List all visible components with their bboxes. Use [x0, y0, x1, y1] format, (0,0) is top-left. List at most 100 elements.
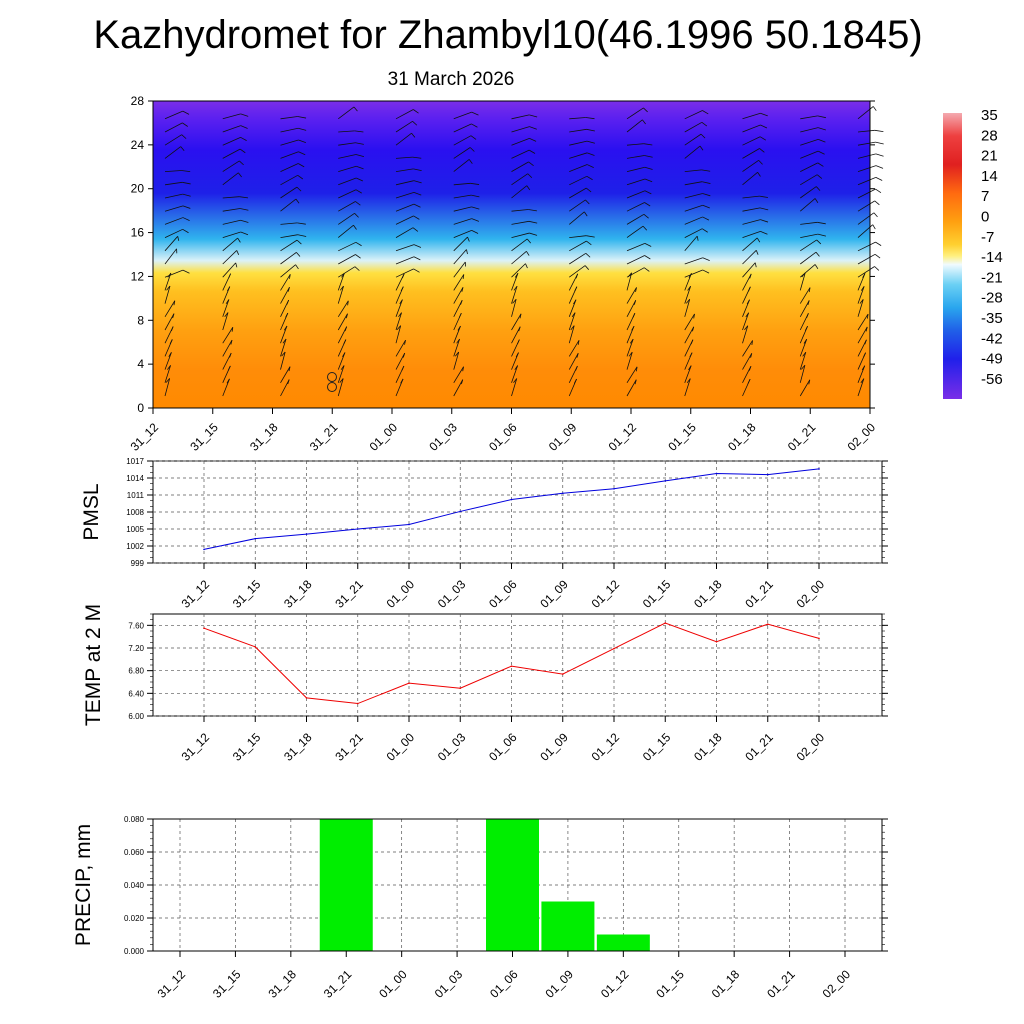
wind-barb — [337, 352, 346, 370]
figure-subtitle: 31 March 2026 — [388, 69, 515, 90]
pmsl-y-label: PMSL — [80, 483, 103, 540]
wind-barb-feather — [413, 268, 420, 273]
pmsl-point — [561, 492, 564, 495]
wind-barb-feather — [644, 178, 653, 183]
wind-barb-feather — [343, 339, 347, 345]
wind-barb — [395, 180, 414, 186]
wind-barb — [453, 236, 468, 252]
wind-barb — [568, 325, 575, 344]
wind-barb — [280, 366, 291, 384]
pmsl-point — [408, 523, 410, 526]
wind-barb — [453, 182, 471, 186]
wind-barb-feather — [404, 340, 406, 345]
x-tick-label: 01_21 — [742, 577, 776, 611]
wind-barb-feather — [643, 143, 653, 146]
wind-barb — [626, 143, 644, 146]
temp-point — [613, 647, 615, 650]
wind-barb-feather — [632, 313, 636, 318]
wind-barb-feather — [518, 326, 521, 332]
y-tick-label: 0 — [137, 401, 144, 415]
y-tick-label: 1008 — [126, 508, 144, 517]
wind-barb — [222, 231, 241, 238]
precip-bar — [486, 819, 539, 951]
wind-barb — [280, 234, 298, 238]
y-tick-label: 7.60 — [128, 621, 144, 630]
wind-barb-feather — [295, 198, 300, 204]
wind-barb-feather — [239, 148, 246, 154]
x-tick-label: 01_06 — [486, 577, 520, 611]
wind-barb — [164, 365, 171, 383]
x-tick-label: 31_18 — [281, 577, 315, 611]
x-tick-label: 01_21 — [742, 730, 776, 764]
wind-barb-feather — [817, 150, 825, 155]
wind-barb — [684, 110, 703, 120]
wind-barb — [626, 287, 637, 304]
wind-barb-feather — [413, 256, 421, 261]
wind-barb — [626, 272, 633, 291]
wind-barb-feather — [571, 312, 576, 318]
wind-barb — [742, 219, 761, 225]
wind-barb-feather — [802, 351, 807, 357]
wind-barb-feather — [692, 326, 695, 332]
wind-barb — [569, 175, 588, 186]
temp-frame — [152, 613, 883, 717]
wind-barb — [164, 300, 176, 318]
colorbar-label: 7 — [981, 188, 989, 205]
wind-barb-feather — [177, 236, 180, 241]
wind-barb — [626, 300, 637, 317]
wind-barb — [453, 249, 467, 265]
wind-barb-feather — [458, 312, 462, 318]
pmsl-point — [766, 473, 769, 476]
wind-barb-feather — [755, 250, 759, 255]
wind-barb-feather — [746, 299, 750, 305]
wind-barb-feather — [457, 325, 461, 331]
wind-barb — [568, 312, 576, 331]
wind-barb-feather — [633, 300, 637, 305]
wind-barb-feather — [456, 338, 460, 344]
wind-barb-feather — [586, 128, 595, 132]
wind-barb — [742, 207, 761, 212]
wind-barb-feather — [515, 352, 519, 358]
wind-barb-feather — [182, 217, 190, 221]
wind-barb-feather — [282, 338, 287, 344]
wind-barb-feather — [806, 313, 809, 318]
wind-barb — [280, 239, 298, 252]
wind-barb — [395, 299, 403, 317]
y-tick-label: 24 — [131, 138, 145, 152]
wind-barb-feather — [872, 224, 876, 230]
calm-wind-marker — [327, 372, 337, 382]
wind-barb — [742, 124, 761, 133]
wind-barb — [568, 211, 585, 225]
wind-barb — [395, 340, 406, 357]
wind-barb-feather — [748, 286, 751, 292]
colorbar-label: -35 — [981, 310, 1003, 327]
wind-barb — [684, 145, 701, 159]
wind-barb — [626, 166, 645, 172]
wind-barb — [222, 196, 240, 199]
wind-barb — [857, 141, 876, 146]
wind-barb — [164, 272, 172, 291]
wind-barb-feather — [585, 117, 595, 120]
wind-barb — [338, 241, 357, 252]
wind-barb-feather — [751, 340, 753, 345]
wind-barb-feather — [750, 353, 753, 358]
wind-barb — [857, 176, 877, 186]
wind-barb-feather — [644, 202, 651, 207]
wind-barb — [164, 228, 183, 238]
wind-barb — [684, 121, 703, 133]
wind-barb — [626, 190, 646, 199]
x-tick-label: 01_12 — [589, 730, 623, 764]
wind-barb-feather — [700, 133, 706, 139]
wind-barb-feather — [240, 113, 249, 117]
temp-point — [254, 646, 257, 648]
wind-barb-feather — [513, 285, 518, 291]
colorbar-label: -7 — [981, 229, 994, 246]
x-tick-label: 01_12 — [606, 420, 640, 454]
wind-barb-feather — [182, 205, 191, 209]
wind-barb-feather — [353, 225, 357, 230]
wind-barb-feather — [631, 325, 635, 331]
wind-barb — [453, 194, 472, 199]
wind-barb-feather — [396, 325, 401, 330]
wind-barb — [338, 177, 357, 186]
y-tick-label: 7.20 — [128, 644, 144, 653]
